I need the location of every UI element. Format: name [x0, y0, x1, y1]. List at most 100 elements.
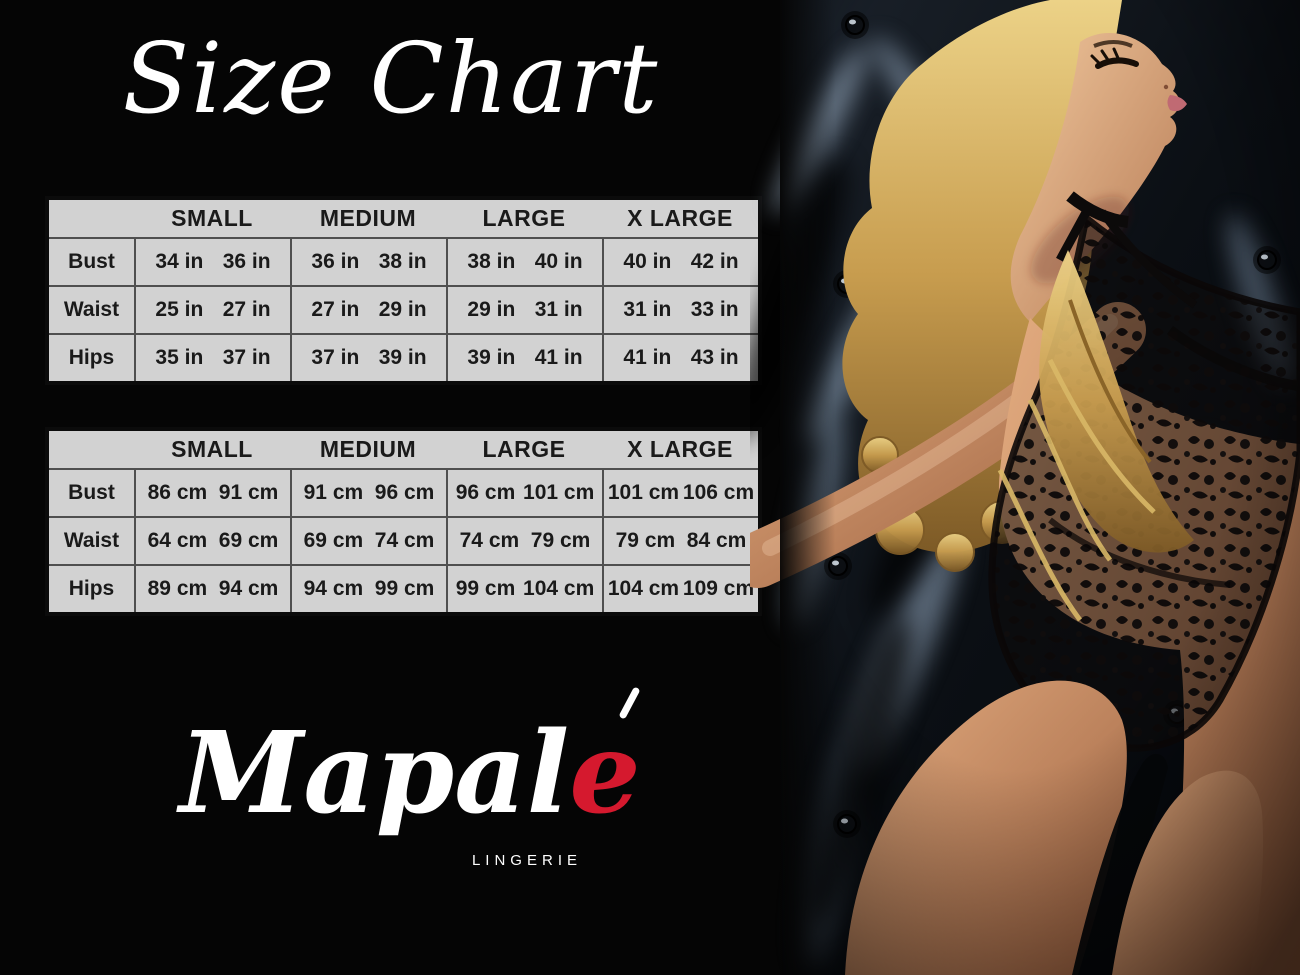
measurement-value: 99 cm: [455, 577, 516, 600]
measurement-value: 79 cm: [615, 529, 676, 552]
column-header: X LARGE: [627, 436, 733, 462]
measurement-value: 74 cm: [459, 529, 520, 552]
column-header: SMALL: [171, 436, 253, 462]
measurement-value: 41 in: [623, 346, 672, 369]
table-row: Waist 64 cm 69 cm 69 cm 74 cm 74 cm 79 cm 79 cm…: [49, 518, 758, 566]
measurement-value: 39 in: [467, 346, 516, 369]
row-label: Bust: [68, 250, 115, 273]
measurement-cell: 89 cm 94 cm: [134, 566, 290, 612]
wordmark-main: Mapal: [179, 708, 570, 839]
measurement-value: 94 cm: [303, 577, 364, 600]
measurement-cell: 27 in 29 in: [290, 287, 446, 333]
measurement-cell: 101 cm 106 cm: [602, 470, 758, 516]
measurement-value: 104 cm: [607, 577, 680, 600]
measurement-cell: 38 in 40 in: [446, 239, 602, 285]
measurement-cell: 36 in 38 in: [290, 239, 446, 285]
left-edge-fade: [780, 0, 835, 975]
measurement-value: 27 in: [311, 298, 360, 321]
measurement-value: 69 cm: [303, 529, 364, 552]
measurement-value: 94 cm: [218, 577, 279, 600]
measurement-value: 31 in: [534, 298, 583, 321]
measurement-value: 41 in: [534, 346, 583, 369]
row-label: Hips: [68, 577, 115, 600]
measurement-cell: 104 cm 109 cm: [602, 566, 758, 612]
measurement-value: 104 cm: [523, 577, 595, 600]
measurement-value: 27 in: [222, 298, 271, 321]
accent-letter-text: e: [569, 708, 641, 839]
brand-wordmark: Mapale: [150, 686, 670, 839]
size-table-centimeters: SMALL MEDIUM LARGE X LARGE Bust 86 cm 91 cm 91 …: [45, 427, 762, 616]
measurement-cell: 34 in 36 in: [134, 239, 290, 285]
measurement-value: 64 cm: [147, 529, 208, 552]
measurement-value: 33 in: [690, 298, 739, 321]
measurement-value: 106 cm: [682, 481, 755, 504]
measurement-value: 96 cm: [374, 481, 435, 504]
table-row: Hips 89 cm 94 cm 94 cm 99 cm 99 cm 104 cm 104 c…: [49, 566, 758, 612]
measurement-value: 35 in: [155, 346, 204, 369]
measurement-value: 39 in: [378, 346, 427, 369]
wordmark-accent-letter: e: [569, 686, 641, 839]
column-header: SMALL: [171, 205, 253, 231]
measurement-value: 29 in: [378, 298, 427, 321]
measurement-value: 96 cm: [455, 481, 516, 504]
measurement-cell: 91 cm 96 cm: [290, 470, 446, 516]
measurement-cell: 40 in 42 in: [602, 239, 758, 285]
measurement-value: 37 in: [222, 346, 271, 369]
measurement-value: 36 in: [311, 250, 360, 273]
measurement-cell: 41 in 43 in: [602, 335, 758, 381]
measurement-cell: 79 cm 84 cm: [602, 518, 758, 564]
measurement-cell: 39 in 41 in: [446, 335, 602, 381]
measurement-cell: 74 cm 79 cm: [446, 518, 602, 564]
table-row: Waist 25 in 27 in 27 in 29 in 29 in 31 in 31 in…: [49, 287, 758, 335]
measurement-value: 40 in: [534, 250, 583, 273]
measurement-cell: 64 cm 69 cm: [134, 518, 290, 564]
measurement-cell: 25 in 27 in: [134, 287, 290, 333]
measurement-value: 34 in: [155, 250, 204, 273]
size-table-inches: SMALL MEDIUM LARGE X LARGE Bust 34 in 36 in 36 …: [45, 196, 762, 385]
measurement-cell: 69 cm 74 cm: [290, 518, 446, 564]
model-photo: [750, 0, 1300, 975]
header-spacer: [49, 200, 134, 237]
measurement-value: 109 cm: [682, 577, 755, 600]
measurement-value: 69 cm: [218, 529, 279, 552]
measurement-cell: 94 cm 99 cm: [290, 566, 446, 612]
measurement-value: 42 in: [690, 250, 739, 273]
measurement-value: 91 cm: [218, 481, 279, 504]
brand-logo: Mapale LINGERIE: [150, 686, 670, 885]
measurement-cell: 96 cm 101 cm: [446, 470, 602, 516]
measurement-cell: 37 in 39 in: [290, 335, 446, 381]
measurement-cell: 86 cm 91 cm: [134, 470, 290, 516]
row-label: Bust: [68, 481, 115, 504]
measurement-value: 38 in: [467, 250, 516, 273]
table-row: Hips 35 in 37 in 37 in 39 in 39 in 41 in 41 in 4…: [49, 335, 758, 381]
vignette-overlay: [780, 0, 1300, 975]
measurement-value: 86 cm: [147, 481, 208, 504]
column-header: LARGE: [482, 436, 566, 462]
column-header: LARGE: [482, 205, 566, 231]
measurement-value: 25 in: [155, 298, 204, 321]
row-label: Waist: [63, 529, 120, 552]
measurement-value: 84 cm: [686, 529, 747, 552]
column-header: MEDIUM: [319, 436, 417, 462]
measurement-value: 99 cm: [374, 577, 435, 600]
measurement-value: 40 in: [623, 250, 672, 273]
measurement-value: 101 cm: [523, 481, 595, 504]
row-label: Waist: [63, 298, 120, 321]
table-header-row: SMALL MEDIUM LARGE X LARGE: [49, 200, 758, 239]
measurement-value: 74 cm: [374, 529, 435, 552]
measurement-value: 79 cm: [530, 529, 591, 552]
measurement-value: 37 in: [311, 346, 360, 369]
model-photo-illustration: [750, 0, 1300, 975]
measurement-cell: 99 cm 104 cm: [446, 566, 602, 612]
measurement-value: 29 in: [467, 298, 516, 321]
page-title: Size Chart: [122, 22, 660, 135]
header-spacer: [49, 431, 134, 468]
measurement-cell: 35 in 37 in: [134, 335, 290, 381]
brand-tagline: LINGERIE: [471, 852, 582, 869]
table-row: Bust 34 in 36 in 36 in 38 in 38 in 40 in 40 in 4…: [49, 239, 758, 287]
column-header: MEDIUM: [319, 205, 417, 231]
measurement-cell: 31 in 33 in: [602, 287, 758, 333]
measurement-value: 91 cm: [303, 481, 364, 504]
measurement-value: 36 in: [222, 250, 271, 273]
